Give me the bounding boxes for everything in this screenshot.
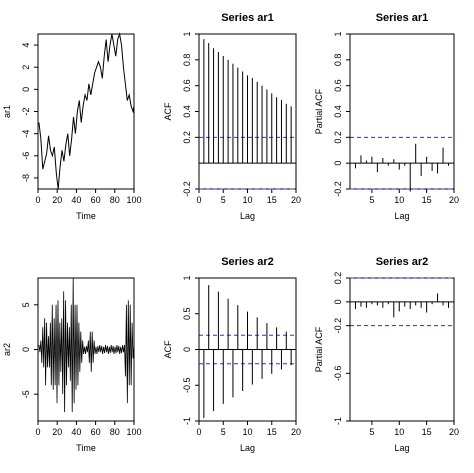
- x-tick-label: 80: [110, 427, 120, 437]
- y-tick-label: 0.5: [182, 307, 192, 320]
- x-tick-label: 10: [242, 427, 252, 437]
- y-tick-label: -1: [182, 417, 192, 425]
- x-tick-label: 5: [369, 427, 374, 437]
- x-tick-label: 40: [71, 427, 81, 437]
- y-tick-label: -0.5: [182, 377, 192, 393]
- y-tick-label: 0.8: [182, 54, 192, 67]
- x-tick-label: 15: [422, 427, 432, 437]
- y-tick-label: 0: [21, 87, 31, 92]
- y-tick-label: -0.2: [333, 318, 343, 334]
- x-tick-label: 100: [126, 195, 141, 205]
- y-tick-label: 5: [21, 302, 31, 307]
- x-axis-label: Lag: [240, 443, 255, 453]
- y-tick-label: -4: [21, 130, 31, 138]
- y-tick-label: 0.4: [333, 105, 343, 118]
- y-axis-label: ar1: [2, 105, 12, 118]
- y-tick-label: 0.6: [182, 79, 192, 92]
- x-tick-label: 20: [291, 195, 301, 205]
- x-axis-label: Lag: [394, 443, 409, 453]
- y-tick-label: 0.4: [182, 105, 192, 118]
- x-tick-label: 20: [52, 195, 62, 205]
- x-tick-label: 5: [369, 195, 374, 205]
- x-axis-label: Lag: [240, 211, 255, 221]
- panel-pacf_ar1: 5 10 15 20 -0.2 0 0.2 0.4 0.6 0.8 1 Lag Partial ACF S…: [314, 12, 459, 221]
- y-tick-label: -8: [21, 174, 31, 182]
- x-tick-label: 20: [52, 427, 62, 437]
- y-tick-label: 1: [333, 31, 343, 36]
- y-tick-label: -0.6: [333, 366, 343, 382]
- panel-title: Series ar1: [376, 12, 429, 24]
- x-tick-label: 60: [91, 427, 101, 437]
- x-tick-label: 5: [221, 195, 226, 205]
- x-tick-label: 10: [394, 195, 404, 205]
- x-tick-label: 5: [221, 427, 226, 437]
- y-tick-label: 0.6: [333, 79, 343, 92]
- x-tick-label: 0: [35, 427, 40, 437]
- y-axis-label: ACF: [163, 102, 173, 121]
- x-tick-label: 10: [394, 427, 404, 437]
- y-tick-label: -5: [21, 390, 31, 398]
- panel-acf_ar1: 0 5 10 15 20 -0.2 0.2 0.4 0.6 0.8 1 Lag ACF Series ar…: [163, 12, 301, 221]
- y-tick-label: -2: [21, 107, 31, 115]
- y-tick-label: -1: [333, 417, 343, 425]
- y-tick-label: 0: [21, 347, 31, 352]
- x-tick-label: 100: [126, 427, 141, 437]
- x-tick-label: 20: [449, 427, 459, 437]
- panel-pacf_ar2: 5 10 15 20 -1 -0.6 -0.2 0 0.2 Lag Partial ACF Serie…: [314, 256, 459, 453]
- y-axis-label: ACF: [163, 340, 173, 359]
- panel-ts_ar1: 0 20 40 60 80 100 -8 -6 -4 -2 0 2 4 Time ar1: [2, 32, 142, 221]
- y-tick-label: 1: [182, 275, 192, 280]
- y-tick-label: 0.8: [333, 54, 343, 67]
- y-tick-label: -6: [21, 152, 31, 160]
- x-axis-label: Time: [76, 443, 96, 453]
- y-tick-label: 2: [21, 65, 31, 70]
- x-tick-label: 20: [291, 427, 301, 437]
- panel-acf_ar2: 0 5 10 15 20 -1 -0.5 0 0.5 1 Lag ACF Series ar2: [163, 256, 301, 453]
- y-axis-label: ar2: [2, 343, 12, 356]
- panel-title: Series ar2: [376, 256, 429, 268]
- y-tick-label: 0.2: [333, 131, 343, 144]
- x-tick-label: 40: [71, 195, 81, 205]
- y-axis-label: Partial ACF: [314, 88, 324, 134]
- y-tick-label: 4: [21, 43, 31, 48]
- x-tick-label: 15: [267, 427, 277, 437]
- panel-title: Series ar2: [221, 256, 274, 268]
- x-tick-label: 80: [110, 195, 120, 205]
- plot-frame: [37, 33, 135, 190]
- series-line: [38, 277, 135, 413]
- x-tick-label: 0: [196, 427, 201, 437]
- y-tick-label: 0.2: [182, 131, 192, 144]
- x-tick-label: 15: [422, 195, 432, 205]
- y-tick-label: 0: [333, 299, 343, 304]
- plot-frame: [349, 277, 455, 422]
- y-tick-label: 0.2: [333, 272, 343, 285]
- x-axis-label: Lag: [394, 211, 409, 221]
- plot-frame: [349, 33, 455, 190]
- x-tick-label: 15: [267, 195, 277, 205]
- y-tick-label: 0: [182, 347, 192, 352]
- x-tick-label: 0: [196, 195, 201, 205]
- y-tick-label: 0: [333, 161, 343, 166]
- panel-title: Series ar1: [221, 12, 274, 24]
- y-tick-label: -0.2: [182, 181, 192, 197]
- x-tick-label: 60: [91, 195, 101, 205]
- x-tick-label: 20: [449, 195, 459, 205]
- panel-ts_ar2: 0 20 40 60 80 100 -5 0 5 Time ar2: [2, 277, 142, 453]
- y-tick-label: 1: [182, 31, 192, 36]
- x-tick-label: 0: [35, 195, 40, 205]
- x-axis-label: Time: [76, 211, 96, 221]
- series-line: [38, 32, 135, 190]
- x-tick-label: 10: [242, 195, 252, 205]
- y-axis-label: Partial ACF: [314, 326, 324, 372]
- y-tick-label: -0.2: [333, 181, 343, 197]
